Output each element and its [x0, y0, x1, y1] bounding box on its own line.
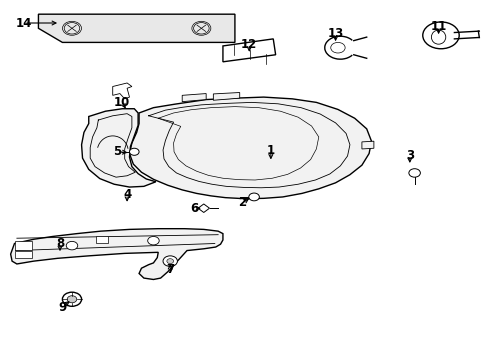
Circle shape: [330, 42, 345, 53]
Polygon shape: [182, 94, 206, 102]
Circle shape: [129, 148, 139, 155]
Text: 2: 2: [238, 197, 245, 210]
Polygon shape: [11, 229, 223, 279]
FancyBboxPatch shape: [16, 241, 32, 249]
Circle shape: [166, 259, 173, 264]
Text: 1: 1: [266, 144, 274, 157]
Text: 8: 8: [56, 237, 64, 250]
Text: 7: 7: [166, 264, 174, 276]
Text: 11: 11: [429, 20, 446, 33]
Polygon shape: [39, 14, 234, 42]
Text: 6: 6: [190, 202, 198, 215]
Polygon shape: [81, 109, 156, 187]
Text: 14: 14: [16, 17, 32, 30]
Polygon shape: [361, 141, 373, 149]
FancyBboxPatch shape: [96, 237, 108, 243]
Circle shape: [67, 296, 77, 303]
Ellipse shape: [430, 30, 445, 44]
Circle shape: [66, 242, 78, 250]
Circle shape: [193, 23, 209, 34]
Circle shape: [248, 193, 259, 201]
Circle shape: [62, 292, 81, 306]
Text: 12: 12: [241, 38, 257, 51]
Text: 10: 10: [114, 96, 130, 109]
Text: 3: 3: [405, 149, 413, 162]
Text: 5: 5: [113, 145, 122, 158]
Circle shape: [64, 23, 80, 34]
Polygon shape: [198, 204, 209, 212]
FancyBboxPatch shape: [16, 251, 32, 258]
Text: 4: 4: [122, 188, 131, 201]
Circle shape: [408, 169, 420, 177]
Polygon shape: [213, 93, 239, 100]
Polygon shape: [112, 83, 132, 99]
Polygon shape: [223, 39, 275, 62]
Text: 9: 9: [58, 301, 66, 314]
Circle shape: [147, 237, 159, 245]
Circle shape: [422, 22, 458, 49]
Text: 13: 13: [327, 27, 343, 40]
Circle shape: [163, 256, 177, 266]
Polygon shape: [129, 97, 371, 199]
